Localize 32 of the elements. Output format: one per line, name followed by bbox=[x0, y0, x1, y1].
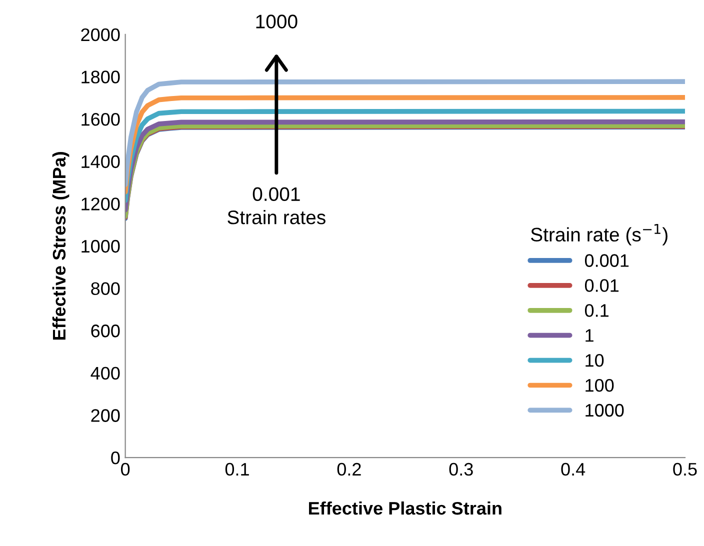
x-tick-label: 0.5 bbox=[673, 462, 697, 476]
x-tick-label: 0.2 bbox=[337, 462, 361, 476]
y-tick-label: 800 bbox=[91, 282, 120, 296]
legend-label: 10 bbox=[586, 354, 604, 367]
legend-title: Strain rate (s$^{−1}$) bbox=[530, 224, 668, 246]
y-tick-label: 1800 bbox=[82, 70, 120, 84]
y-tick-label: 1600 bbox=[82, 112, 120, 126]
annotation: 0.001 bbox=[252, 187, 300, 202]
y-tick-label: 1400 bbox=[82, 155, 120, 168]
y-tick-label: 2000 bbox=[81, 28, 120, 42]
line-series bbox=[125, 79, 685, 188]
annotation: Strain rates bbox=[228, 210, 326, 224]
legend-label: 1 bbox=[586, 329, 594, 342]
x-axis-title: Effective Plastic Strain bbox=[309, 501, 502, 515]
legend-label: 0.001 bbox=[584, 254, 629, 267]
y-tick-label: 0 bbox=[111, 451, 120, 464]
y-tick-label: 200 bbox=[91, 409, 120, 422]
y-tick-label: 400 bbox=[90, 366, 120, 380]
legend-label: 0.01 bbox=[584, 279, 619, 292]
legend-label: 100 bbox=[586, 378, 614, 392]
y-tick-label: 1200 bbox=[82, 198, 120, 210]
x-tick-label: 0 bbox=[120, 462, 130, 476]
y-tick-label: 1000 bbox=[82, 240, 120, 253]
text: 1000 bbox=[256, 14, 298, 28]
y-tick-label: 600 bbox=[91, 324, 120, 338]
x-tick-label: 0.4 bbox=[561, 462, 586, 476]
legend-label: 0.1 bbox=[584, 304, 608, 317]
legend-label: 1000 bbox=[586, 404, 624, 417]
x-tick-label: 0.3 bbox=[449, 462, 473, 476]
x-tick-label: 0.1 bbox=[225, 462, 249, 476]
y-axis-title: Effective Stress (MPa) bbox=[52, 152, 70, 340]
line-series bbox=[125, 108, 685, 203]
